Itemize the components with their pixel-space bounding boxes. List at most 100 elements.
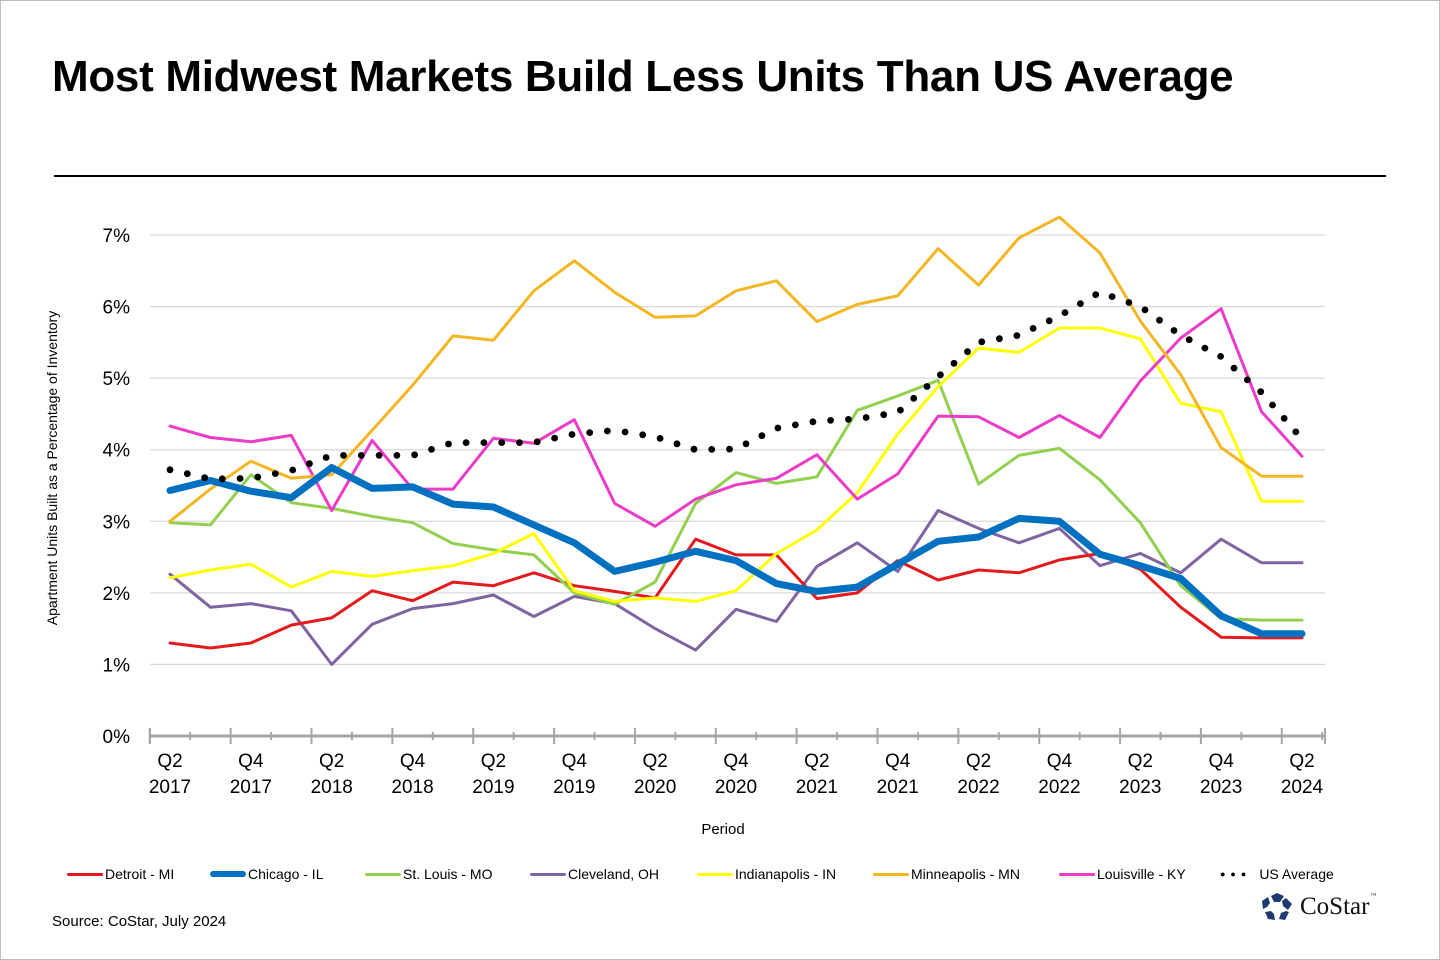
us-average-dot bbox=[880, 411, 888, 419]
costar-logo: CoStar™ bbox=[1260, 892, 1376, 922]
us-average-dot bbox=[551, 434, 558, 442]
legend-item-louisville-ky: Louisville - KY bbox=[1059, 866, 1186, 882]
x-tick-year: 2022 bbox=[1038, 777, 1080, 798]
legend-label: Cleveland, OH bbox=[568, 866, 660, 882]
x-tick-quarter: Q2 bbox=[1289, 751, 1314, 772]
x-tick-year: 2019 bbox=[472, 777, 514, 798]
us-average-dot bbox=[393, 452, 401, 459]
us-average-dot bbox=[774, 424, 782, 432]
us-average-dot bbox=[1257, 388, 1265, 396]
legend-label: Indianapolis - IN bbox=[735, 866, 837, 882]
legend-label: St. Louis - MO bbox=[403, 866, 493, 882]
us-average-dot bbox=[656, 435, 664, 442]
us-average-dot bbox=[411, 451, 418, 459]
us-average-dot bbox=[923, 383, 931, 390]
title-divider bbox=[54, 175, 1386, 177]
x-tick-quarter: Q2 bbox=[319, 751, 344, 772]
series-minneapolis-mn bbox=[168, 215, 1304, 523]
us-average-dot bbox=[375, 452, 383, 459]
us-average-dot bbox=[758, 432, 766, 440]
us-average-dot bbox=[639, 431, 647, 439]
us-average-dot bbox=[1292, 428, 1300, 436]
y-axis-tick-labels: 0% 1% 2% 3% 4% 5% 6% 7% bbox=[103, 226, 131, 748]
series-chicago-il bbox=[166, 464, 1306, 638]
legend-label: US Average bbox=[1259, 866, 1334, 882]
legend-label: Louisville - KY bbox=[1097, 866, 1186, 882]
us-average-dot bbox=[978, 338, 986, 346]
legend-item-chicago-il: Chicago - IL bbox=[210, 866, 323, 882]
legend-swatch bbox=[873, 872, 909, 876]
series-indianapolis-in bbox=[168, 326, 1304, 603]
legend-label: Minneapolis - MN bbox=[911, 866, 1020, 882]
us-average-dot bbox=[1045, 317, 1053, 325]
legend-swatch bbox=[365, 872, 401, 876]
us-average-dot bbox=[996, 335, 1003, 343]
us-average-dot bbox=[236, 475, 244, 482]
x-tick-year: 2021 bbox=[877, 777, 919, 798]
us-average-dot bbox=[937, 371, 944, 379]
us-average-dot bbox=[827, 417, 834, 424]
us-average-dot bbox=[862, 414, 870, 421]
x-tick-quarter: Q4 bbox=[885, 751, 911, 772]
us-average-dot bbox=[910, 394, 918, 402]
us-average-dot bbox=[726, 445, 733, 453]
us-average-dot bbox=[1269, 401, 1276, 409]
logo-wordmark: CoStar bbox=[1300, 893, 1370, 920]
costar-star-icon bbox=[1262, 893, 1292, 920]
x-tick-year: 2020 bbox=[634, 777, 676, 798]
x-axis-label: Period bbox=[701, 821, 745, 838]
x-tick-quarter: Q2 bbox=[481, 751, 506, 772]
us-average-dot bbox=[1029, 325, 1037, 332]
us-average-dot bbox=[604, 427, 611, 435]
legend-swatch bbox=[210, 871, 246, 877]
us-average-dot bbox=[1217, 353, 1224, 360]
legend-item-minneapolis-mn: Minneapolis - MN bbox=[873, 866, 1020, 882]
x-tick-year: 2017 bbox=[230, 777, 272, 798]
x-tick-quarter: Q4 bbox=[400, 751, 426, 772]
y-tick-label: 1% bbox=[103, 655, 131, 676]
us-average-dot bbox=[1092, 291, 1100, 299]
x-tick-year: 2017 bbox=[149, 777, 191, 798]
us-average-dot bbox=[845, 416, 852, 423]
y-axis-label: Apartment Units Built as a Percentage of… bbox=[44, 310, 60, 626]
us-average-dot bbox=[1185, 336, 1193, 344]
us-average-dot bbox=[673, 440, 681, 448]
x-tick-year: 2023 bbox=[1119, 777, 1161, 798]
us-average-dot bbox=[1013, 332, 1021, 339]
us-average-dot bbox=[1201, 344, 1209, 352]
us-average-dot bbox=[621, 428, 629, 436]
x-tick-year: 2018 bbox=[391, 777, 433, 798]
us-average-dot bbox=[254, 473, 262, 481]
us-average-dot bbox=[428, 446, 435, 453]
us-average-dot bbox=[183, 470, 191, 478]
x-tick-year: 2020 bbox=[715, 777, 757, 798]
x-tick-year: 2024 bbox=[1281, 777, 1324, 798]
x-tick-year: 2019 bbox=[553, 777, 595, 798]
y-tick-label: 2% bbox=[103, 584, 131, 605]
us-average-dot bbox=[340, 452, 347, 459]
us-average-dot bbox=[742, 440, 750, 448]
us-average-dot bbox=[445, 440, 452, 448]
y-tick-label: 7% bbox=[103, 226, 131, 247]
x-tick-year: 2022 bbox=[957, 777, 999, 798]
gridlines bbox=[150, 234, 1325, 666]
us-average-dot bbox=[708, 446, 716, 453]
series-st-louis-mo bbox=[168, 378, 1304, 622]
legend-item-detroit-mi: Detroit - MI bbox=[67, 866, 174, 882]
us-average-dot bbox=[1077, 300, 1084, 307]
us-average-dot bbox=[1061, 309, 1069, 316]
y-tick-label: 6% bbox=[103, 298, 131, 319]
legend-item-us-average: ●●● US Average bbox=[1220, 866, 1334, 882]
us-average-dot bbox=[322, 454, 330, 461]
x-tick-year: 2023 bbox=[1200, 777, 1242, 798]
x-tick-quarter: Q4 bbox=[1047, 751, 1073, 772]
y-tick-label: 4% bbox=[103, 441, 131, 462]
us-average-dot bbox=[1141, 306, 1149, 314]
us-average-dot bbox=[498, 439, 506, 446]
series-lines bbox=[166, 215, 1306, 666]
us-average-dot bbox=[166, 466, 174, 474]
x-tick-quarter: Q4 bbox=[723, 751, 749, 772]
source-note: Source: CoStar, July 2024 bbox=[52, 913, 227, 930]
us-average-dot bbox=[690, 445, 698, 453]
